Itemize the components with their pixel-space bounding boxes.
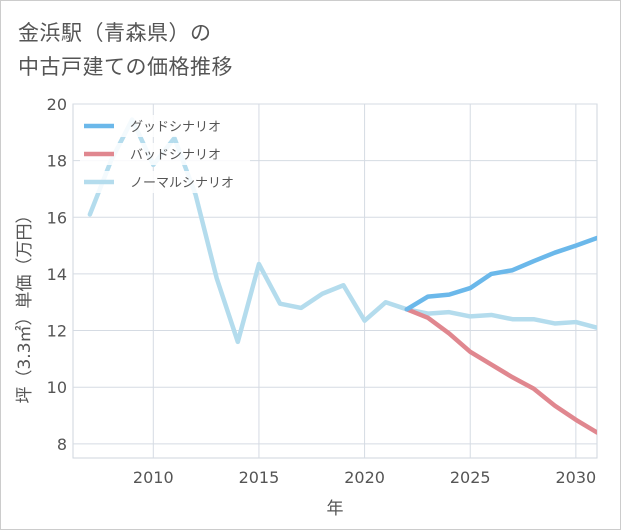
x-tick-label: 2025 bbox=[450, 468, 491, 487]
chart-title-line2: 中古戸建ての価格推移 bbox=[18, 55, 233, 79]
y-tick-label: 8 bbox=[57, 435, 67, 454]
x-tick-label: 2020 bbox=[344, 468, 385, 487]
x-tick-label: 2010 bbox=[133, 468, 174, 487]
x-tick-label: 2030 bbox=[556, 468, 597, 487]
legend-label: バッドシナリオ bbox=[130, 148, 221, 163]
series-line-normal bbox=[87, 117, 597, 345]
legend-label: ノーマルシナリオ bbox=[130, 176, 234, 191]
legend-bg bbox=[80, 115, 250, 137]
y-tick-label: 16 bbox=[47, 208, 67, 227]
y-tick-label: 20 bbox=[47, 95, 67, 114]
y-tick-label: 18 bbox=[47, 152, 67, 171]
x-tick-label: 2015 bbox=[239, 468, 280, 487]
series bbox=[87, 117, 597, 435]
axes: 8 10 12 14 16 18 20 2010 2015 2020 2025 2030 bbox=[47, 95, 597, 487]
grid bbox=[72, 103, 598, 459]
legend-label: グッドシナリオ bbox=[130, 120, 221, 135]
chart-title: 金浜駅（青森県）の 中古戸建ての価格推移 bbox=[18, 16, 233, 84]
series-line-good bbox=[404, 235, 597, 312]
chart-title-line1: 金浜駅（青森県）の bbox=[18, 21, 212, 45]
legend-bg bbox=[80, 143, 250, 165]
legend-bg bbox=[80, 171, 250, 193]
series-line-bad bbox=[404, 307, 597, 435]
y-tick-label: 10 bbox=[47, 378, 67, 397]
y-tick-label: 12 bbox=[47, 322, 67, 341]
x-axis-label: 年 bbox=[327, 499, 344, 519]
y-axis-label: 坪（3.3㎡）単価（万円） bbox=[15, 206, 35, 403]
y-tick-label: 14 bbox=[47, 265, 67, 284]
